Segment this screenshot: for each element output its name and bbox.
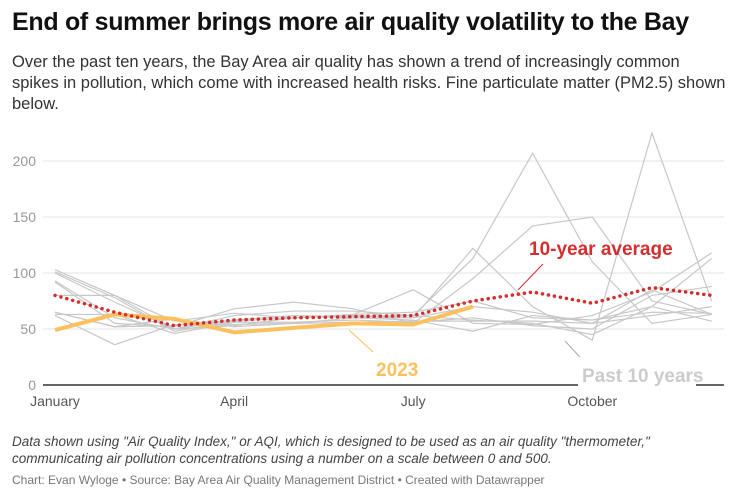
average-label: 10-year average <box>529 239 673 260</box>
x-tick-label: April <box>220 393 248 409</box>
y-tick-label: 50 <box>20 321 36 337</box>
y-tick-label: 0 <box>28 377 36 393</box>
y-tick-label: 150 <box>13 209 37 225</box>
current-label: 2023 <box>376 360 418 381</box>
chart-credit: Chart: Evan Wyloge • Source: Bay Area Ai… <box>12 473 545 487</box>
past-year-line <box>54 272 712 330</box>
x-tick-label: January <box>30 393 80 409</box>
past-year-line <box>54 257 713 336</box>
y-tick-label: 200 <box>13 153 37 169</box>
chart-note: Data shown using "Air Quality Index," or… <box>12 434 650 466</box>
past-arrow <box>564 340 581 358</box>
current-arrow <box>348 329 374 353</box>
past-year-line <box>54 216 712 328</box>
chart-title: End of summer brings more air quality vo… <box>12 8 689 36</box>
past-year-line <box>54 131 713 342</box>
x-tick-label: October <box>567 393 617 409</box>
y-tick-label: 100 <box>13 265 37 281</box>
past-label-bg <box>578 365 696 389</box>
line-10-year-average <box>53 285 714 328</box>
x-tick-label: July <box>401 393 426 409</box>
past-year-line <box>54 306 712 346</box>
line-chart: 0 50 100 150 200 January April July October 10-ye… <box>13 131 724 409</box>
average-arrow <box>517 263 544 291</box>
past-year-line <box>55 285 712 335</box>
chart-subtitle: Over the past ten years, the Bay Area ai… <box>12 53 726 113</box>
past-year-line <box>54 311 712 332</box>
past-label: Past 10 years <box>582 366 704 387</box>
